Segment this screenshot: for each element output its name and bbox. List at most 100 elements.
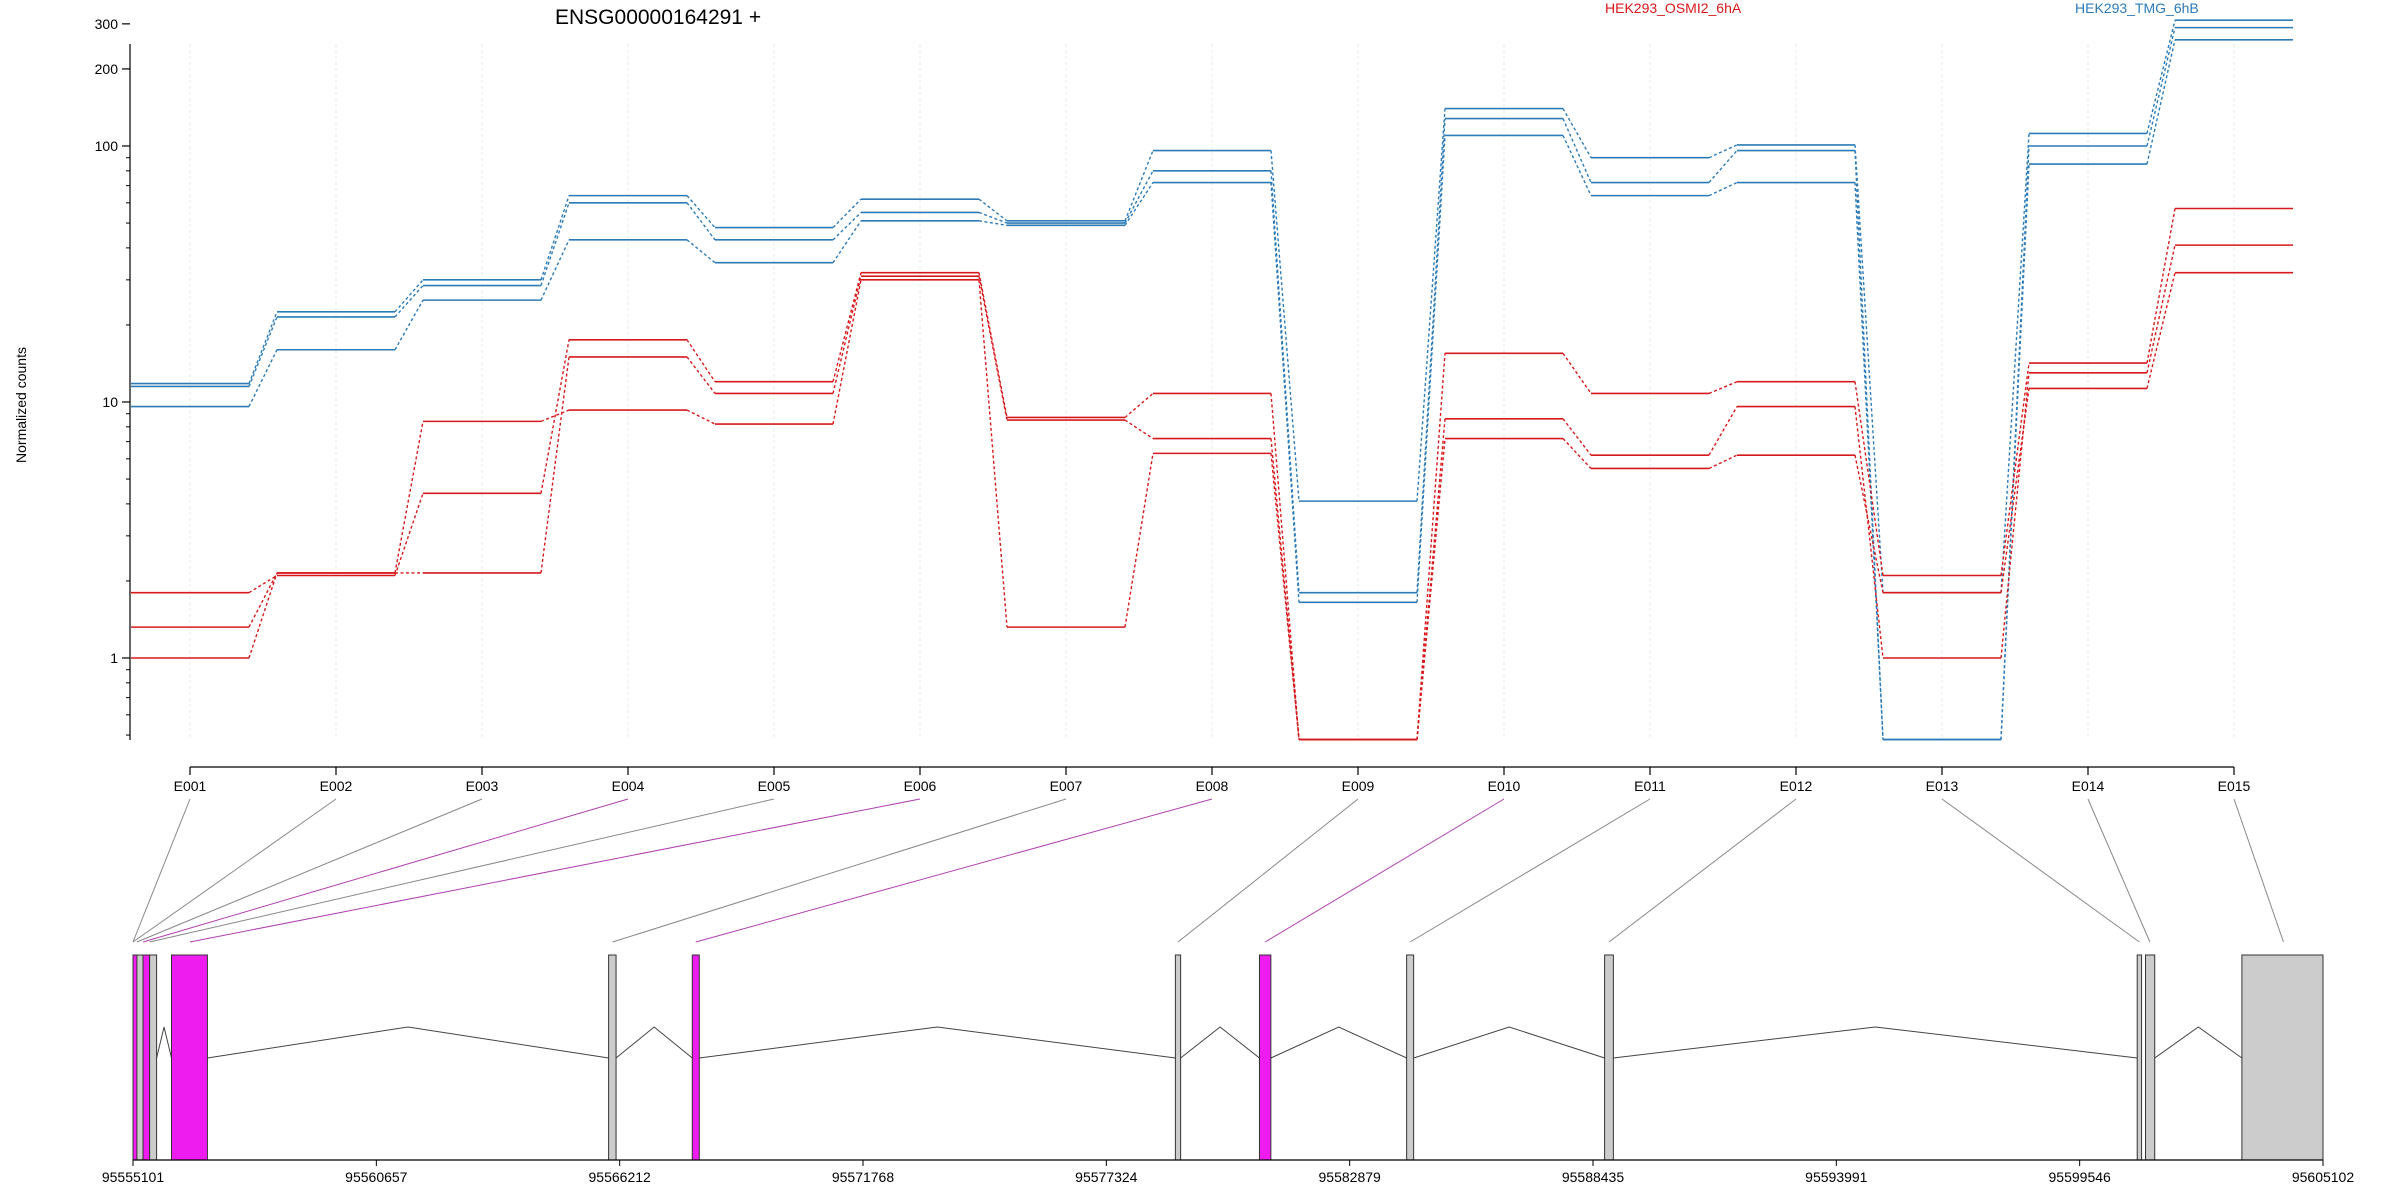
series-connector bbox=[832, 198, 862, 229]
series-connector bbox=[1854, 182, 1884, 740]
series-connector bbox=[248, 316, 278, 387]
genomic-coordinate-label: 95555101 bbox=[102, 1169, 165, 1185]
intron-line bbox=[156, 1026, 172, 1059]
series-connector bbox=[1416, 438, 1446, 740]
series-connector bbox=[394, 421, 424, 574]
series-connector bbox=[1124, 150, 1154, 222]
series-connector bbox=[248, 572, 278, 659]
series-connector bbox=[1562, 418, 1592, 456]
x-tick-label: E001 bbox=[174, 778, 207, 794]
intron-line bbox=[1270, 1026, 1407, 1059]
intron-line bbox=[1180, 1026, 1260, 1059]
series-connector bbox=[2146, 27, 2176, 147]
series-connector bbox=[1270, 438, 1300, 740]
series-connector bbox=[686, 339, 716, 383]
series-connector bbox=[832, 211, 862, 241]
x-tick-label: E010 bbox=[1488, 778, 1521, 794]
exon-connector bbox=[1941, 798, 2140, 943]
intron-line bbox=[615, 1026, 693, 1059]
genomic-coordinate-label: 95560657 bbox=[345, 1169, 408, 1185]
series-connector bbox=[1270, 170, 1300, 593]
series-connector bbox=[248, 572, 278, 628]
series-connector bbox=[1124, 453, 1154, 628]
exon-connector bbox=[189, 798, 921, 943]
genomic-coordinate-label: 95605102 bbox=[2292, 1169, 2355, 1185]
x-tick-label: E006 bbox=[904, 778, 937, 794]
exon-block-E004 bbox=[149, 954, 158, 1161]
legend-entry-tmg: HEK293_TMG_6hB bbox=[2075, 0, 2199, 16]
series-connector bbox=[1270, 182, 1300, 603]
series-connector bbox=[540, 239, 570, 301]
exon-connector bbox=[142, 798, 629, 943]
x-tick-label: E009 bbox=[1342, 778, 1375, 794]
series-2 bbox=[131, 38, 2293, 741]
exon-block-E010 bbox=[1406, 954, 1415, 1161]
exon-block-E007 bbox=[691, 954, 700, 1161]
exon-connector bbox=[2233, 798, 2284, 943]
series-connector bbox=[540, 195, 570, 281]
exon-connector bbox=[1264, 798, 1505, 943]
y-axis-label: Normalized counts bbox=[13, 347, 29, 463]
exon-block-E012 bbox=[2136, 954, 2143, 1161]
exon-connector bbox=[612, 798, 1067, 943]
series-connector bbox=[2146, 20, 2176, 134]
series-connector bbox=[1416, 118, 1446, 593]
x-tick-label: E003 bbox=[466, 778, 499, 794]
exon-connector bbox=[1177, 798, 1359, 943]
y-tick-label: 300 bbox=[95, 16, 119, 32]
x-tick-label: E005 bbox=[758, 778, 791, 794]
series-connector bbox=[1708, 181, 1738, 197]
series-connector bbox=[540, 356, 570, 573]
y-tick-label: 200 bbox=[95, 61, 119, 77]
series-connector bbox=[1270, 453, 1300, 740]
series-connector bbox=[2146, 208, 2176, 364]
intron-line bbox=[699, 1026, 1176, 1059]
genomic-coordinate-label: 95593991 bbox=[1805, 1169, 1868, 1185]
x-tick-label: E007 bbox=[1050, 778, 1083, 794]
series-connector bbox=[1124, 419, 1154, 440]
exon-connector bbox=[149, 798, 775, 943]
genomic-coordinate-label: 95582879 bbox=[1319, 1169, 1382, 1185]
series-4 bbox=[131, 244, 2293, 741]
legend-entry-osmi2: HEK293_OSMI2_6hA bbox=[1605, 0, 1742, 16]
series-connector bbox=[1708, 454, 1738, 470]
y-tick-label: 1 bbox=[110, 650, 118, 666]
genomic-coordinate-label: 95566212 bbox=[589, 1169, 652, 1185]
y-tick-label: 100 bbox=[95, 138, 119, 154]
series-connector bbox=[1270, 150, 1300, 502]
series-connector bbox=[978, 198, 1008, 222]
series-connector bbox=[2000, 388, 2030, 593]
exon-connector bbox=[132, 798, 191, 943]
x-tick-label: E008 bbox=[1196, 778, 1229, 794]
series-connector bbox=[1854, 455, 1884, 593]
series-connector bbox=[2000, 133, 2030, 593]
series-connector bbox=[2146, 244, 2176, 373]
x-tick-label: E012 bbox=[1780, 778, 1813, 794]
series-connector bbox=[1708, 381, 1738, 395]
x-tick-label: E013 bbox=[1926, 778, 1959, 794]
gene-model: 95555101 95560657 95566212 95571768 95577324… bbox=[102, 798, 2355, 1185]
series-connector bbox=[2000, 164, 2030, 740]
series-connector bbox=[832, 272, 862, 382]
series-connector bbox=[1562, 135, 1592, 196]
exon-block-E005 bbox=[170, 954, 208, 1161]
intron-line bbox=[207, 1026, 609, 1059]
series-connector bbox=[1562, 352, 1592, 394]
exon-block-E009 bbox=[1258, 954, 1272, 1161]
series-connector bbox=[394, 279, 424, 313]
series-connector bbox=[540, 339, 570, 494]
x-tick-label: E015 bbox=[2218, 778, 2251, 794]
series-connector bbox=[1416, 108, 1446, 502]
grid bbox=[189, 44, 2235, 740]
axes: 1 10 100 200 300 E001 E002 E003 E004 E005 E006 E007… bbox=[95, 16, 2251, 794]
series-connector bbox=[1124, 182, 1154, 226]
series-connector bbox=[248, 311, 278, 384]
series-connector bbox=[978, 272, 1008, 418]
series-connector bbox=[1124, 170, 1154, 224]
series-connector bbox=[832, 220, 862, 264]
series-connector bbox=[1562, 108, 1592, 159]
exon-connector bbox=[1608, 798, 1797, 943]
x-tick-label: E011 bbox=[1634, 778, 1666, 794]
series-connector bbox=[978, 220, 1008, 227]
